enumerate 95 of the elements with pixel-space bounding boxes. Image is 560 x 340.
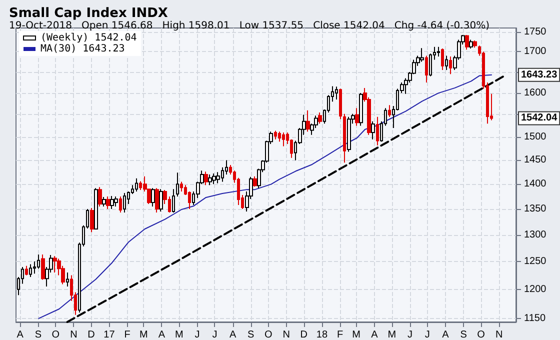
candlestick — [94, 188, 98, 230]
x-tick-label: S — [248, 330, 255, 340]
candlestick — [216, 172, 220, 184]
candlestick — [110, 195, 114, 210]
x-tick-label: O — [477, 330, 486, 340]
x-tick-label: S — [34, 330, 42, 340]
candlestick — [339, 88, 342, 120]
candlestick — [98, 186, 102, 207]
y-tick-label: 1350 — [524, 204, 547, 214]
candlestick — [172, 188, 175, 214]
candlestick — [90, 207, 94, 233]
y-tick-label: 1250 — [524, 256, 547, 268]
candlestick — [151, 188, 155, 207]
candlestick — [204, 171, 208, 186]
candlestick — [212, 173, 216, 185]
candlestick — [123, 192, 126, 214]
x-tick-label: A — [442, 330, 450, 340]
x-tick-label: F — [124, 330, 130, 340]
candlestick — [355, 108, 359, 126]
candlestick — [449, 56, 452, 75]
x-tick-label: D — [300, 330, 308, 340]
x-tick-label: A — [371, 330, 378, 340]
candlestick — [465, 34, 469, 50]
x-tick-label: M — [388, 330, 396, 340]
candlestick — [359, 92, 363, 126]
x-tick-label: A — [229, 330, 236, 340]
x-tick-label: N — [70, 330, 78, 340]
candlestick — [114, 196, 118, 207]
candlestick — [343, 113, 346, 164]
candlestick — [29, 264, 32, 278]
y-tick-label: 1600 — [524, 88, 547, 99]
chart-title: Small Cap Index INDX — [9, 6, 168, 21]
candlestick — [282, 132, 285, 147]
candlestick — [25, 265, 28, 276]
x-tick-label: S — [460, 330, 468, 340]
candlestick — [318, 112, 322, 124]
candlestick — [53, 256, 57, 274]
candlestick — [441, 48, 444, 70]
candlestick — [37, 254, 40, 270]
x-tick-label: 18 — [316, 330, 328, 340]
candlestick — [347, 116, 351, 152]
x-tick-label: N — [282, 330, 290, 340]
candlestick — [335, 86, 338, 100]
y-tick-label: 1200 — [524, 284, 547, 295]
candlestick — [135, 178, 138, 192]
candlestick — [106, 196, 110, 210]
y-tick-label: 1700 — [524, 46, 547, 58]
y-tick-label: 1300 — [524, 229, 547, 240]
y-tick-label: 1750 — [524, 26, 547, 38]
y-tick-label: 1150 — [524, 312, 546, 324]
x-tick-label: M — [352, 330, 360, 340]
candlestick — [155, 188, 159, 214]
candlestick — [159, 188, 163, 212]
candlestick — [176, 172, 179, 197]
legend-label: (Weekly) 1542.04 — [40, 32, 137, 44]
candlestick — [376, 116, 379, 146]
candlestick — [445, 55, 448, 70]
candlestick — [208, 174, 212, 186]
candlestick — [41, 254, 45, 280]
candlestick — [420, 48, 424, 62]
y-tick-label: 1500 — [524, 132, 547, 143]
x-tick-label: O — [52, 330, 60, 340]
candlestick — [306, 110, 310, 132]
candlestick — [278, 131, 281, 142]
x-tick-label: F — [336, 330, 344, 340]
x-tick-label: M — [139, 330, 148, 340]
x-tick-label: N — [495, 330, 503, 340]
text: 1643.23 — [521, 69, 558, 80]
candlestick — [388, 104, 391, 118]
x-tick-label: D — [88, 330, 95, 340]
y-tick-label: 1450 — [524, 154, 547, 166]
text: 1542.04 — [521, 112, 558, 124]
legend-label: MA(30) 1643.23 — [40, 44, 125, 54]
x-tick-label: J — [424, 330, 430, 340]
x-tick-label: M — [175, 330, 184, 340]
chart-subtitle: 19-Oct-2018 Open 1546.68 High 1598.01 Low 1537.55 Close 1542.04 Chg -4.64 (-0.30%) — [9, 20, 490, 32]
y-tick-label: 1400 — [524, 178, 547, 190]
candlestick — [253, 176, 257, 188]
x-tick-label: A — [158, 330, 166, 340]
candlestick — [119, 196, 122, 214]
x-tick-label: J — [212, 330, 218, 340]
candlestick — [66, 272, 69, 288]
candlestick — [102, 196, 106, 207]
candlestick — [180, 181, 183, 192]
x-tick-label: J — [407, 330, 412, 340]
candlestick — [469, 39, 473, 49]
candlestick — [371, 120, 375, 140]
x-tick-label: 17 — [104, 330, 116, 340]
x-tick-label: A — [16, 330, 24, 340]
candlestick — [425, 55, 428, 83]
x-tick-label: J — [194, 330, 200, 340]
candlestick — [473, 40, 477, 48]
candlestick — [437, 46, 440, 58]
x-tick-label: O — [264, 330, 272, 340]
candlestick — [274, 130, 277, 140]
